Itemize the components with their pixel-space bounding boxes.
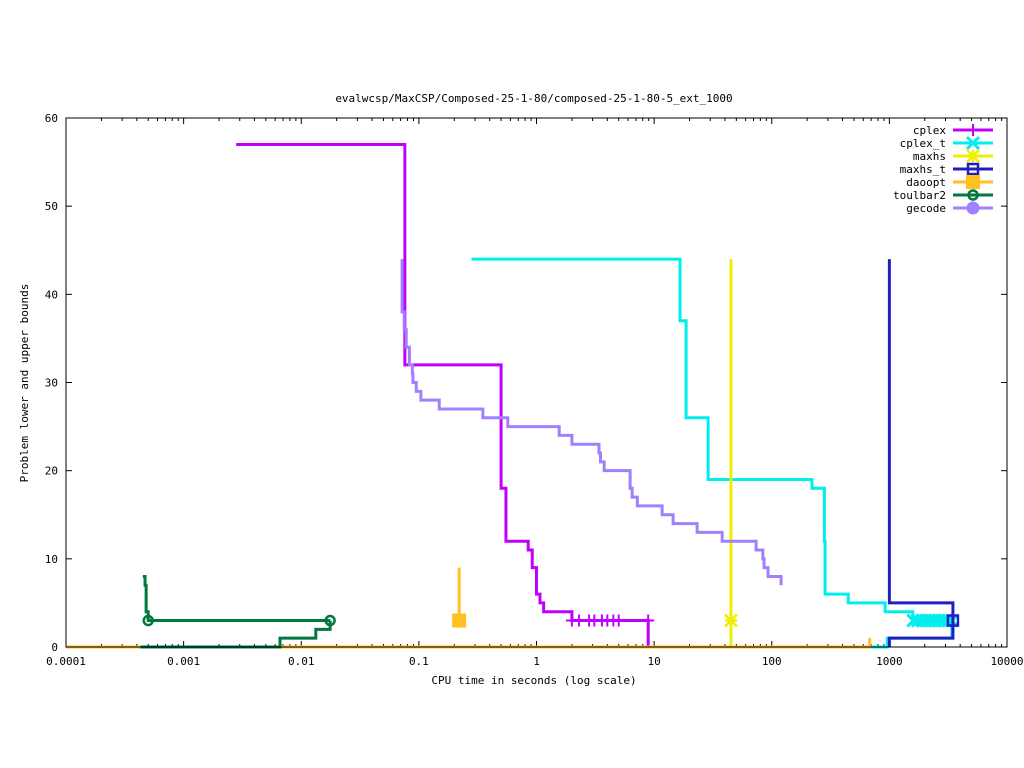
- legend-entry: daoopt: [906, 175, 993, 189]
- x-tick-label: 10000: [990, 655, 1023, 668]
- chart-title: evalwcsp/MaxCSP/Composed-25-1-80/compose…: [335, 92, 732, 105]
- series-maxhs-t: [887, 259, 960, 647]
- legend-marker: [966, 162, 980, 176]
- legend-label: gecode: [906, 202, 946, 215]
- data-point: [612, 614, 625, 627]
- data-point: [724, 613, 738, 628]
- legend-marker: [966, 149, 980, 163]
- legend-label: cplex: [913, 124, 946, 137]
- legend-entry: maxhs_t: [900, 162, 993, 176]
- x-tick-label: 0.01: [288, 655, 315, 668]
- filled-circle-marker: [966, 201, 980, 215]
- circle-marker: [142, 614, 154, 627]
- series-line: [887, 259, 955, 621]
- legend-label: cplex_t: [900, 137, 946, 150]
- asterisk-marker: [966, 149, 980, 163]
- x-axis-label: CPU time in seconds (log scale): [431, 674, 636, 687]
- series-line: [142, 574, 331, 623]
- legend-marker: [965, 135, 981, 151]
- legend-label: maxhs: [913, 150, 946, 163]
- legend-entry: gecode: [906, 201, 993, 215]
- filled-box-marker: [452, 613, 467, 628]
- series-daoopt: [66, 567, 872, 649]
- y-tick-label: 0: [51, 641, 58, 654]
- y-tick-label: 20: [45, 465, 58, 478]
- x-tick-label: 0.0001: [46, 655, 86, 668]
- data-point: [452, 613, 467, 628]
- x-tick-label: 1: [533, 655, 540, 668]
- data-point: [946, 614, 960, 627]
- legend: cplexcplex_tmaxhsmaxhs_tdaoopttoulbar2ge…: [893, 124, 993, 215]
- series-cplex: [236, 142, 655, 647]
- x-tick-label: 1000: [876, 655, 903, 668]
- data-point: [573, 614, 586, 627]
- legend-entry: toulbar2: [893, 189, 993, 202]
- legend-label: daoopt: [906, 176, 946, 189]
- cross-marker: [965, 135, 981, 151]
- x-tick-label: 100: [762, 655, 782, 668]
- legend-entry: maxhs: [913, 149, 993, 163]
- x-tick-label: 10: [648, 655, 661, 668]
- series-toulbar2: [140, 574, 336, 649]
- series-line: [236, 142, 650, 647]
- circle-marker: [967, 189, 979, 201]
- legend-label: maxhs_t: [900, 163, 946, 176]
- legend-marker: [967, 189, 979, 201]
- series-cplex-t: [471, 257, 959, 649]
- box-marker: [946, 614, 960, 627]
- legend-label: toulbar2: [893, 189, 946, 202]
- series-line: [887, 620, 955, 647]
- series-line: [471, 257, 952, 623]
- plus-marker: [642, 614, 655, 627]
- axis-ticks: 0.0001 0.001 0.01 0.1 1 10 100 1000 10000 0 10 20 30…: [45, 112, 1024, 668]
- plus-marker: [573, 614, 586, 627]
- series-gecode: [400, 259, 783, 586]
- legend-marker: [966, 175, 980, 189]
- plot-area: [66, 142, 960, 649]
- y-tick-label: 30: [45, 377, 58, 390]
- circle-marker: [324, 614, 336, 627]
- data-point: [142, 614, 154, 627]
- y-tick-label: 60: [45, 112, 58, 125]
- asterisk-marker: [724, 613, 738, 628]
- box-marker: [966, 162, 980, 176]
- plot-frame: [65, 117, 1008, 648]
- x-tick-label: 0.001: [167, 655, 200, 668]
- legend-entry: cplex: [913, 124, 993, 137]
- filled-box-marker: [966, 175, 980, 189]
- legend-marker: [967, 124, 979, 136]
- data-point: [642, 614, 655, 627]
- legend-marker: [966, 201, 980, 215]
- data-point: [324, 614, 336, 627]
- series-line: [400, 259, 783, 586]
- plus-marker: [612, 614, 625, 627]
- x-tick-label: 0.1: [409, 655, 429, 668]
- series-maxhs: [724, 259, 738, 647]
- y-tick-label: 50: [45, 200, 58, 213]
- y-tick-label: 40: [45, 288, 58, 301]
- y-axis-label: Problem lower and upper bounds: [18, 284, 31, 483]
- plus-marker: [967, 124, 979, 136]
- legend-entry: cplex_t: [900, 135, 993, 151]
- y-tick-label: 10: [45, 553, 58, 566]
